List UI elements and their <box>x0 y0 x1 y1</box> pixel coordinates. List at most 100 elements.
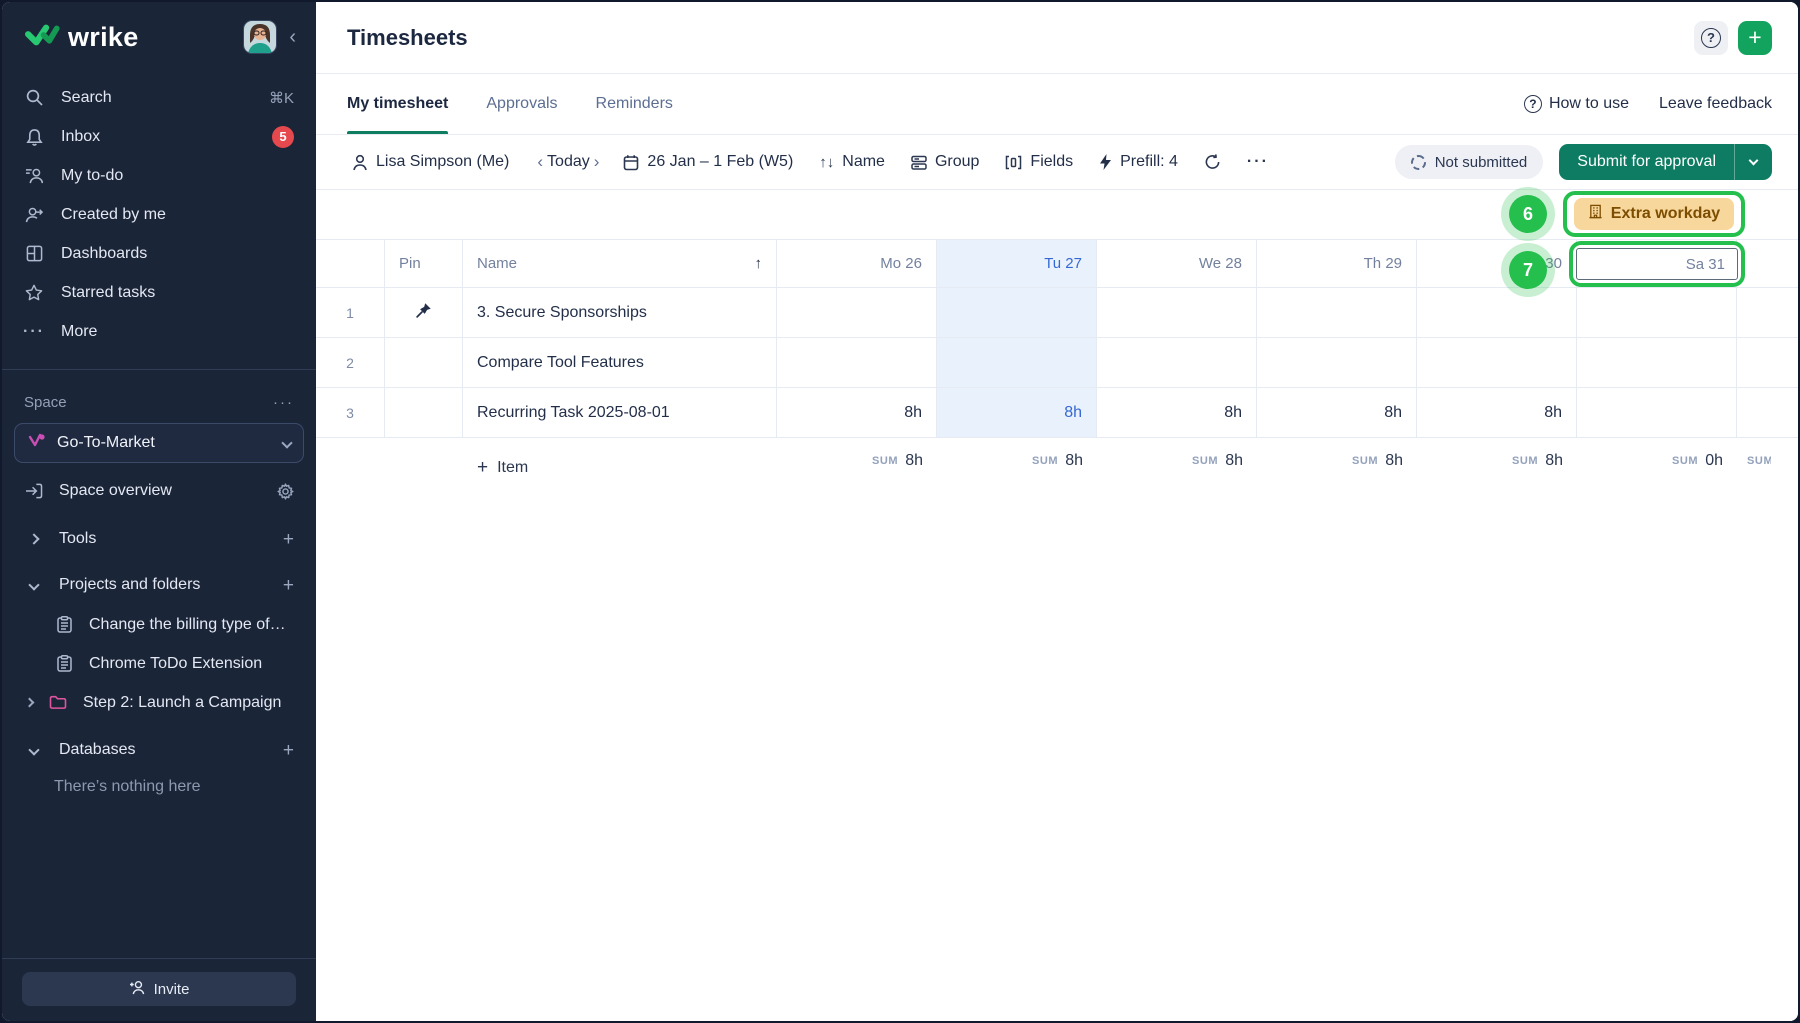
hours-cell[interactable]: 8h <box>1417 388 1577 437</box>
day-column-header[interactable]: Fr 30 <box>1417 240 1577 287</box>
annotation-highlight-sa31: Sa 31 <box>1569 241 1745 287</box>
sidebar-item-more[interactable]: ··· More <box>2 312 316 351</box>
fields-control[interactable]: Fields <box>1005 153 1073 171</box>
todo-person-icon <box>24 166 44 186</box>
task-name-cell[interactable]: Recurring Task 2025-08-01 <box>463 388 777 437</box>
space-more-icon[interactable]: ··· <box>273 394 294 411</box>
pin-column-header[interactable]: Pin <box>385 240 463 287</box>
pin-cell[interactable] <box>385 338 463 387</box>
today-label: Today <box>547 153 590 170</box>
hours-cell[interactable] <box>1097 288 1257 337</box>
chevron-right-icon[interactable] <box>24 697 42 708</box>
toolbar-more-button[interactable]: ··· <box>1246 153 1269 170</box>
space-selector[interactable]: Go-To-Market <box>14 423 304 463</box>
prefill-control[interactable]: Prefill: 4 <box>1099 153 1178 171</box>
leave-feedback-link[interactable]: Leave feedback <box>1659 95 1772 113</box>
global-add-button[interactable]: + <box>1738 20 1772 55</box>
hours-cell[interactable] <box>1577 338 1737 387</box>
hours-value: 8h <box>904 403 922 421</box>
sidebar-item-space-overview[interactable]: Space overview <box>2 471 316 511</box>
status-badge[interactable]: Not submitted <box>1394 145 1544 179</box>
tab-reminders[interactable]: Reminders <box>596 74 673 134</box>
sort-control[interactable]: ↑↓ Name <box>819 153 885 171</box>
day-column-header[interactable]: Mo 26 <box>777 240 937 287</box>
task-name-cell[interactable]: 3. Secure Sponsorships <box>463 288 777 337</box>
chevron-down-icon <box>1748 155 1759 166</box>
submit-dropdown-button[interactable] <box>1734 144 1772 180</box>
hours-cell[interactable] <box>1417 288 1577 337</box>
day-column-header[interactable]: Th 29 <box>1257 240 1417 287</box>
how-to-use-link[interactable]: ? How to use <box>1523 95 1629 113</box>
sa31-header-cell[interactable]: Sa 31 <box>1576 248 1738 280</box>
collapse-sidebar-icon[interactable]: ‹ <box>289 25 296 48</box>
today-button[interactable]: Today <box>547 153 590 171</box>
project-item[interactable]: Change the billing type of… <box>2 605 316 644</box>
hours-cell[interactable] <box>937 288 1097 337</box>
invite-label: Invite <box>153 980 190 998</box>
hours-cell[interactable] <box>937 338 1097 387</box>
add-project-icon[interactable]: + <box>282 574 294 596</box>
person-arrow-icon <box>24 205 44 225</box>
hours-cell[interactable] <box>1097 338 1257 387</box>
table-row: 2 Compare Tool Features <box>316 338 1798 388</box>
day-column-header[interactable]: We 28 <box>1097 240 1257 287</box>
wrike-logo[interactable]: wrike <box>24 21 243 54</box>
hours-cell[interactable]: 8h <box>1257 388 1417 437</box>
day-column-header-today[interactable]: Tu 27 <box>937 240 1097 287</box>
pin-cell[interactable] <box>385 388 463 437</box>
date-range-picker[interactable]: 26 Jan – 1 Feb (W5) <box>623 153 793 171</box>
sidebar-section-projects[interactable]: Projects and folders + <box>2 565 316 605</box>
task-name-cell[interactable]: Compare Tool Features <box>463 338 777 387</box>
chevron-down-icon[interactable] <box>24 579 44 591</box>
hours-cell[interactable] <box>1257 338 1417 387</box>
page-title: Timesheets <box>347 24 468 50</box>
sidebar-item-label: Search <box>61 88 112 106</box>
chevron-down-icon[interactable] <box>24 744 44 756</box>
hours-cell[interactable]: 8h <box>777 388 937 437</box>
sidebar-item-starred-tasks[interactable]: Starred tasks <box>2 273 316 312</box>
gear-icon[interactable] <box>277 482 294 500</box>
project-item-folder[interactable]: Step 2: Launch a Campaign <box>2 683 316 722</box>
sort-icon: ↑↓ <box>819 153 835 171</box>
tab-my-timesheet[interactable]: My timesheet <box>347 74 449 134</box>
sort-ascending-icon[interactable]: ↑ <box>754 255 763 272</box>
chevron-right-icon[interactable] <box>24 533 44 545</box>
sum-value: 8h <box>1545 452 1563 469</box>
sidebar-item-dashboards[interactable]: Dashboards <box>2 234 316 273</box>
user-avatar[interactable] <box>243 20 278 54</box>
name-column-header[interactable]: Name ↑ <box>463 240 777 287</box>
user-filter[interactable]: Lisa Simpson (Me) <box>352 153 509 171</box>
pin-cell[interactable] <box>385 288 463 337</box>
invite-button[interactable]: Invite <box>22 972 296 1006</box>
sidebar-item-created-by-me[interactable]: Created by me <box>2 195 316 234</box>
sidebar-section-databases[interactable]: Databases + <box>2 730 316 770</box>
next-week-icon[interactable]: › <box>593 152 600 171</box>
add-database-icon[interactable]: + <box>282 739 294 761</box>
group-control[interactable]: Group <box>911 153 979 171</box>
sum-label: SUM <box>1351 455 1379 467</box>
hours-cell[interactable] <box>777 288 937 337</box>
hours-cell[interactable] <box>1577 388 1737 437</box>
prev-week-icon[interactable]: ‹ <box>537 152 544 171</box>
hours-cell[interactable]: 8h <box>937 388 1097 437</box>
hours-cell[interactable] <box>1257 288 1417 337</box>
refresh-button[interactable] <box>1204 154 1221 170</box>
project-item[interactable]: Chrome ToDo Extension <box>2 644 316 683</box>
tab-approvals[interactable]: Approvals <box>486 74 557 134</box>
add-item-button[interactable]: + Item <box>477 457 528 479</box>
add-tool-icon[interactable]: + <box>282 528 294 550</box>
hours-cell[interactable] <box>777 338 937 387</box>
sidebar-item-my-todo[interactable]: My to-do <box>2 156 316 195</box>
prefill-label: Prefill: 4 <box>1120 153 1178 170</box>
hours-cell[interactable]: 8h <box>1097 388 1257 437</box>
help-button[interactable]: ? <box>1694 20 1728 55</box>
sidebar-item-inbox[interactable]: Inbox 5 <box>2 117 316 156</box>
submit-for-approval-button[interactable]: Submit for approval <box>1559 144 1734 180</box>
fields-icon <box>1005 155 1022 170</box>
sidebar-section-tools[interactable]: Tools + <box>2 519 316 559</box>
extra-workday-button[interactable]: Extra workday <box>1573 198 1735 230</box>
hours-cell[interactable] <box>1417 338 1577 387</box>
hours-cell[interactable] <box>1577 288 1737 337</box>
sidebar-item-search[interactable]: Search ⌘K <box>2 78 316 117</box>
